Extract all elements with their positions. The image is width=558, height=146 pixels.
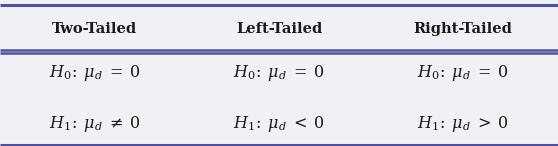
Text: $H_0\!:\; \mu_d\; =\; 0$: $H_0\!:\; \mu_d\; =\; 0$ <box>417 63 509 83</box>
Text: Right-Tailed: Right-Tailed <box>413 22 513 36</box>
Text: $H_0\!:\; \mu_d\; =\; 0$: $H_0\!:\; \mu_d\; =\; 0$ <box>233 63 325 83</box>
Text: $H_1\!:\; \mu_d\; <\; 0$: $H_1\!:\; \mu_d\; <\; 0$ <box>233 114 325 134</box>
Text: $H_1\!:\; \mu_d\; >\; 0$: $H_1\!:\; \mu_d\; >\; 0$ <box>417 114 509 134</box>
Text: Left-Tailed: Left-Tailed <box>236 22 322 36</box>
Text: Two-Tailed: Two-Tailed <box>52 22 137 36</box>
Text: $H_0\!:\; \mu_d\; =\; 0$: $H_0\!:\; \mu_d\; =\; 0$ <box>49 63 141 83</box>
Text: $H_1\!:\; \mu_d\; \neq\; 0$: $H_1\!:\; \mu_d\; \neq\; 0$ <box>49 114 141 134</box>
